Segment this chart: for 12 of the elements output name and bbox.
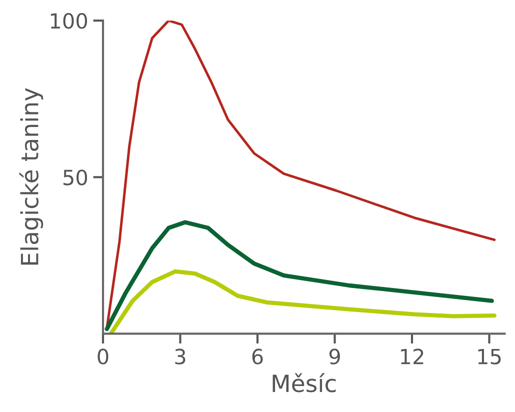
- x-tick-label: 6: [252, 348, 263, 364]
- line-series: [104, 220, 494, 332]
- line-series: [109, 269, 496, 334]
- y-tick-label: 100: [50, 13, 88, 29]
- x-tick-label: 12: [401, 348, 424, 364]
- x-tick-label: 9: [329, 348, 340, 364]
- x-tick-label: 3: [175, 348, 186, 364]
- x-axis-title: Měsíc: [272, 373, 336, 392]
- x-tick-label: 15: [478, 348, 501, 364]
- y-axis-title: Elagické taniny: [19, 88, 44, 265]
- x-tick-label: 0: [98, 348, 108, 364]
- y-tick-label: 50: [64, 170, 88, 186]
